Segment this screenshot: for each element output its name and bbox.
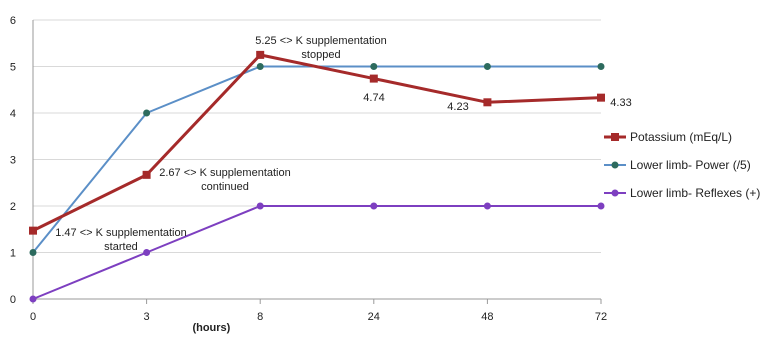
data-point bbox=[256, 202, 264, 210]
data-point bbox=[483, 202, 491, 210]
x-tick-label: 72 bbox=[595, 311, 607, 323]
data-annotation: started bbox=[104, 241, 138, 253]
x-tick-label: 48 bbox=[481, 311, 493, 323]
data-point bbox=[369, 74, 378, 83]
data-point bbox=[597, 93, 605, 102]
data-point bbox=[142, 170, 151, 179]
y-tick-label: 6 bbox=[10, 15, 16, 27]
data-point bbox=[143, 249, 151, 256]
legend-label: Lower limb- Reflexes (+) bbox=[630, 186, 760, 200]
x-tick-label: 0 bbox=[30, 311, 36, 323]
legend-label: Potassium (mEq/L) bbox=[630, 130, 732, 144]
y-tick-label: 1 bbox=[10, 248, 16, 260]
series-line bbox=[32, 53, 602, 232]
data-point bbox=[597, 202, 605, 210]
y-tick-label: 2 bbox=[10, 201, 16, 213]
y-tick-label: 3 bbox=[10, 155, 16, 167]
data-point bbox=[597, 63, 605, 70]
data-point bbox=[29, 295, 37, 303]
series-line bbox=[32, 205, 601, 300]
data-point bbox=[370, 202, 378, 210]
legend-swatch-marker bbox=[611, 189, 619, 197]
data-annotation: 2.67 <> K supplementation bbox=[159, 167, 290, 179]
y-tick-label: 4 bbox=[10, 108, 16, 120]
data-annotation: 4.74 bbox=[363, 92, 384, 104]
data-annotation: 4.23 bbox=[447, 101, 468, 113]
data-annotation: stopped bbox=[301, 49, 340, 61]
legend-label: Lower limb- Power (/5) bbox=[630, 158, 751, 172]
x-tick-label: 24 bbox=[368, 311, 380, 323]
data-point bbox=[256, 50, 265, 59]
x-tick-label: 3 bbox=[144, 311, 150, 323]
y-tick-label: 0 bbox=[10, 294, 16, 306]
data-annotation: continued bbox=[201, 181, 249, 193]
y-tick-label: 5 bbox=[10, 62, 16, 74]
legend-swatch-marker bbox=[611, 161, 619, 169]
data-annotation: 4.33 bbox=[610, 97, 631, 109]
data-point bbox=[483, 63, 491, 70]
data-annotation: 5.25 <> K supplementation bbox=[255, 35, 386, 47]
data-point bbox=[29, 249, 37, 256]
data-point bbox=[29, 226, 37, 235]
data-point bbox=[256, 63, 264, 70]
data-point bbox=[483, 98, 492, 107]
data-point bbox=[143, 109, 151, 117]
x-tick-label: 8 bbox=[257, 311, 263, 323]
data-point bbox=[370, 63, 378, 70]
x-axis-title: (hours) bbox=[192, 322, 230, 334]
data-annotation: 1.47 <> K supplementation bbox=[55, 227, 186, 239]
legend-swatch-marker bbox=[611, 133, 619, 141]
